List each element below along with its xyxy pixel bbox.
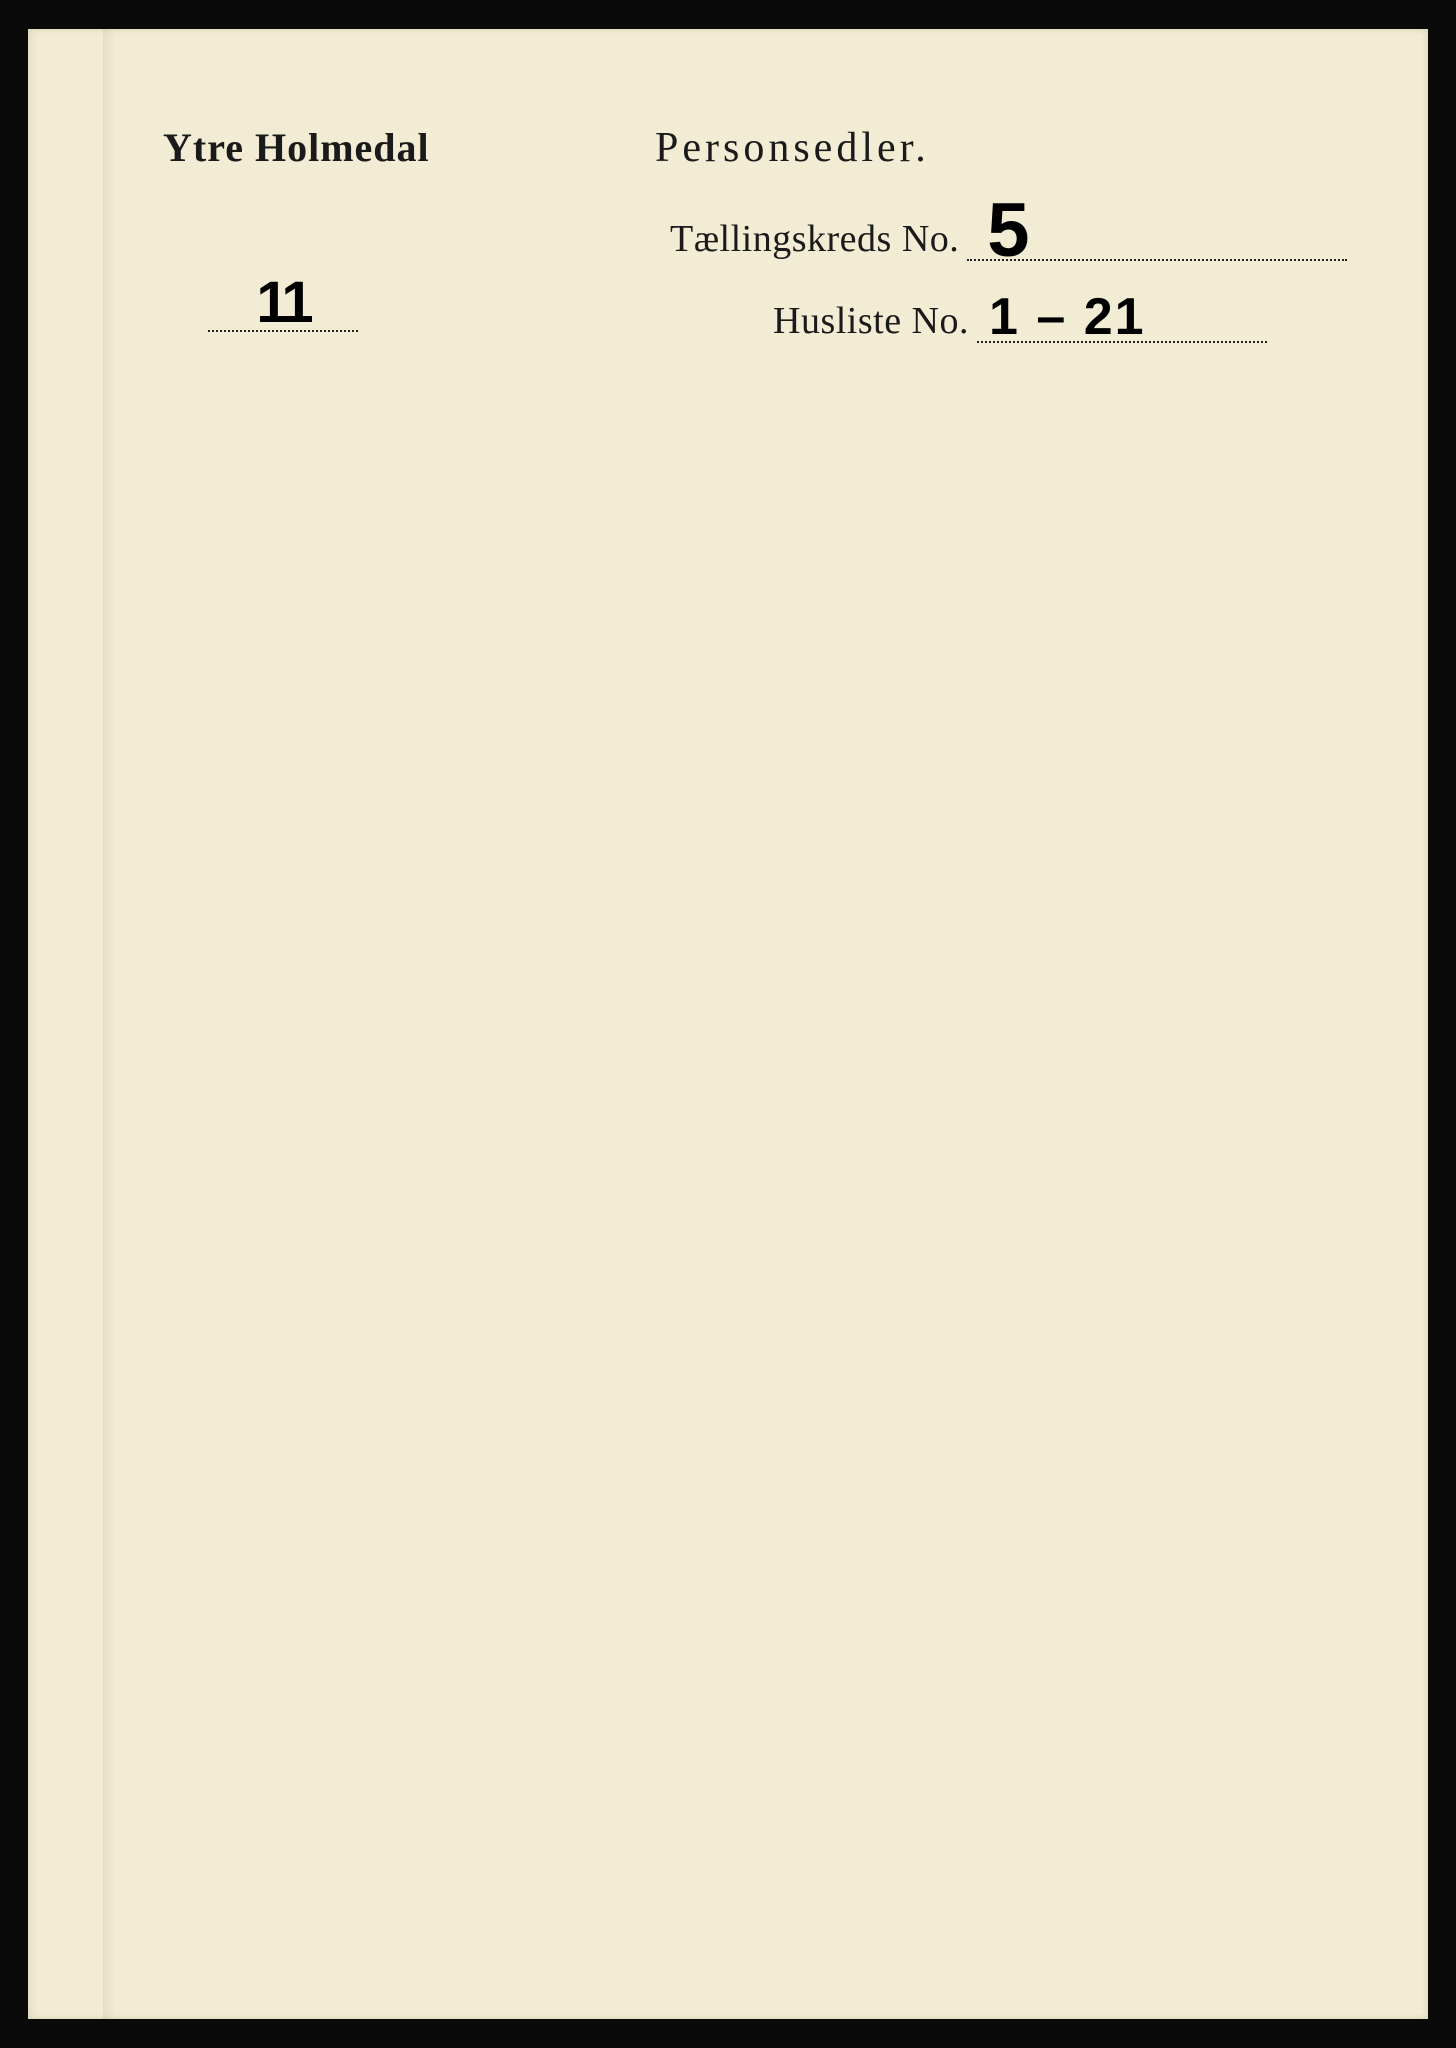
document-title: Personsedler. — [655, 124, 930, 172]
page-number-field: 11 — [208, 269, 358, 332]
spine-shadow — [103, 29, 115, 2019]
houselist-value-wrap: 1 – 21 — [977, 294, 1267, 343]
page-number-value: 11 — [256, 269, 309, 336]
scanned-page: Ytre Holmedal Personsedler. 11 Tællingsk… — [28, 29, 1428, 2019]
houselist-field: Husliste No. 1 – 21 — [773, 294, 1267, 343]
census-district-value: 5 — [967, 202, 1347, 261]
census-district-label: Tællingskreds No. — [670, 217, 959, 261]
location-title: Ytre Holmedal — [163, 124, 430, 171]
houselist-value: 1 – 21 — [977, 294, 1267, 343]
houselist-label: Husliste No. — [773, 299, 969, 343]
census-district-underline — [967, 259, 1347, 261]
census-district-value-wrap: 5 — [967, 202, 1347, 261]
census-district-field: Tællingskreds No. 5 — [670, 202, 1347, 261]
houselist-underline — [977, 341, 1267, 343]
